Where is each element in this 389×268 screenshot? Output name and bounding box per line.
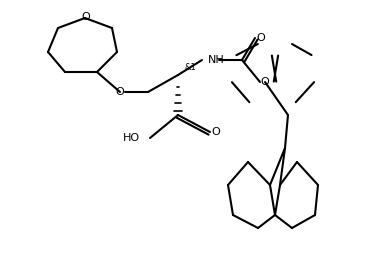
Text: O: O — [82, 12, 90, 22]
Text: O: O — [261, 77, 269, 87]
Text: NH: NH — [208, 55, 225, 65]
Text: HO: HO — [123, 133, 140, 143]
Text: O: O — [257, 33, 265, 43]
Text: &1: &1 — [185, 64, 197, 73]
Text: O: O — [116, 87, 124, 97]
Text: O: O — [212, 127, 221, 137]
